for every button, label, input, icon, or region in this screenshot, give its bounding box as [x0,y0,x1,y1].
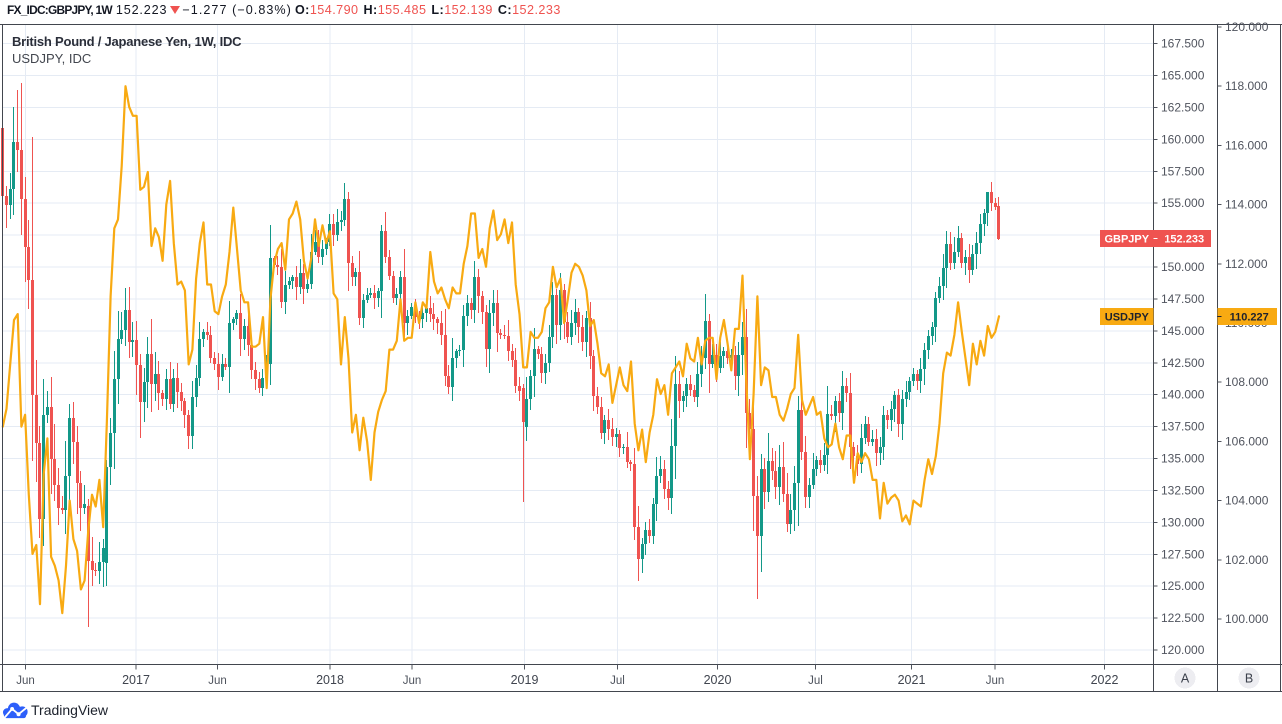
svg-text:2018: 2018 [316,673,344,687]
svg-text:137.500: 137.500 [1161,420,1205,434]
svg-text:127.500: 127.500 [1161,547,1205,561]
svg-text:120.000: 120.000 [1225,20,1269,34]
svg-text:165.000: 165.000 [1161,69,1205,83]
svg-text:2017: 2017 [122,673,150,687]
svg-text:132.500: 132.500 [1161,483,1205,497]
svg-text:104.000: 104.000 [1225,494,1269,508]
svg-text:120.000: 120.000 [1161,643,1205,657]
svg-text:102.000: 102.000 [1225,553,1269,567]
svg-text:110.227: 110.227 [1230,311,1269,323]
svg-text:2022: 2022 [1091,673,1119,687]
svg-text:157.500: 157.500 [1161,164,1205,178]
svg-text:A: A [1181,672,1190,686]
svg-text:2021: 2021 [898,673,926,687]
svg-text:142.500: 142.500 [1161,356,1205,370]
svg-text:152.233: 152.233 [1164,234,1204,246]
svg-text:145.000: 145.000 [1161,324,1205,338]
svg-text:100.000: 100.000 [1225,612,1269,626]
svg-text:108.000: 108.000 [1225,375,1269,389]
svg-text:114.000: 114.000 [1225,198,1268,212]
svg-text:2019: 2019 [511,673,539,687]
svg-text:116.000: 116.000 [1225,138,1268,152]
svg-text:Jul: Jul [808,675,823,687]
svg-text:Jun: Jun [16,675,35,687]
svg-text:130.000: 130.000 [1161,515,1205,529]
svg-text:150.000: 150.000 [1161,260,1205,274]
svg-text:Jun: Jun [208,675,227,687]
svg-text:106.000: 106.000 [1225,434,1269,448]
svg-text:162.500: 162.500 [1161,101,1205,115]
svg-text:160.000: 160.000 [1161,132,1205,146]
svg-text:135.000: 135.000 [1161,452,1205,466]
svg-text:122.500: 122.500 [1161,611,1205,625]
svg-text:167.500: 167.500 [1161,37,1205,51]
svg-text:GBPJPY: GBPJPY [1104,234,1149,246]
svg-text:112.000: 112.000 [1225,257,1268,271]
svg-text:147.500: 147.500 [1161,292,1205,306]
svg-text:2020: 2020 [704,673,732,687]
svg-text:155.000: 155.000 [1161,196,1205,210]
svg-text:Jun: Jun [403,675,422,687]
svg-text:118.000: 118.000 [1225,79,1268,93]
svg-text:125.000: 125.000 [1161,579,1205,593]
svg-text:Jun: Jun [986,675,1005,687]
svg-text:140.000: 140.000 [1161,388,1205,402]
svg-text:B: B [1245,672,1253,686]
svg-text:USDJPY: USDJPY [1105,311,1150,323]
svg-text:Jul: Jul [610,675,625,687]
